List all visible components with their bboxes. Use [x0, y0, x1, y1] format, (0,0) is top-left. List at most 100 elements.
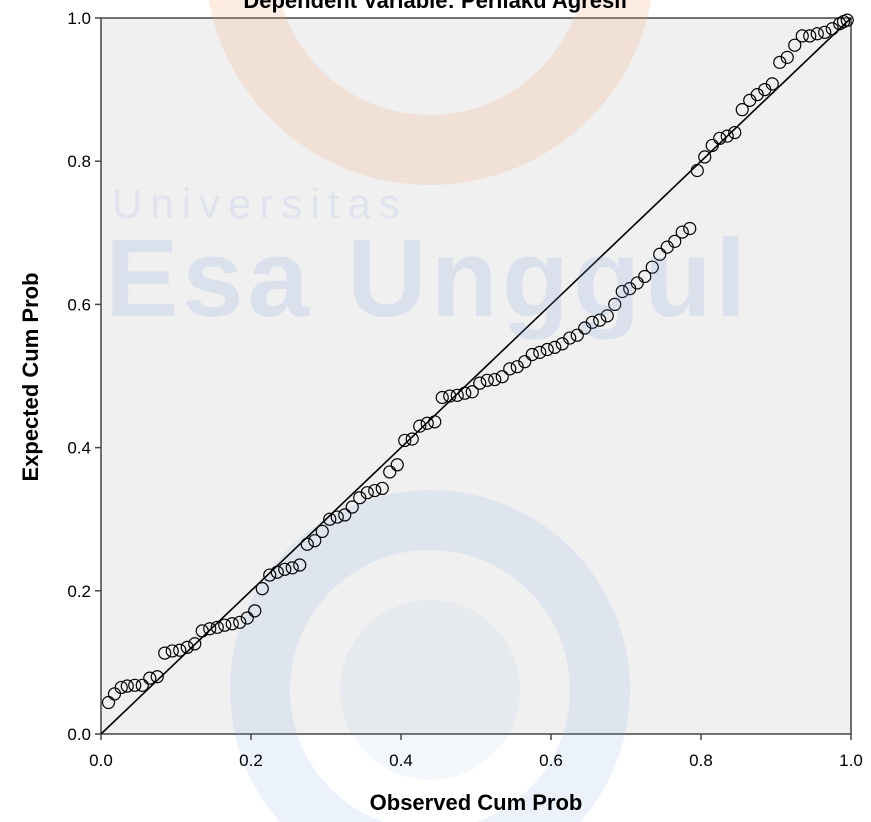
data-point [300, 537, 314, 551]
data-point [158, 646, 172, 660]
data-point [675, 225, 689, 239]
data-point [233, 615, 247, 629]
data-point [600, 309, 614, 323]
data-point [773, 55, 787, 69]
data-point [353, 491, 367, 505]
x-tick-label: 0.6 [539, 751, 563, 770]
data-point [615, 284, 629, 299]
data-point [278, 562, 292, 576]
data-point [795, 29, 809, 43]
x-tick-label: 0.8 [689, 751, 713, 770]
data-point [653, 247, 667, 261]
data-point [488, 372, 502, 387]
data-point [390, 458, 404, 472]
data-point [735, 103, 749, 117]
data-point [428, 415, 442, 429]
data-point [240, 611, 254, 625]
data-point [435, 390, 449, 405]
data-point [548, 340, 562, 354]
data-point [810, 27, 824, 41]
data-point [345, 500, 359, 514]
data-point [420, 416, 434, 430]
data-point [458, 386, 472, 400]
data-point [248, 604, 262, 618]
data-point [315, 524, 329, 538]
x-tick-label: 0.0 [89, 751, 113, 770]
data-point [413, 419, 427, 433]
data-point [833, 17, 847, 31]
data-point [180, 640, 194, 654]
data-point [533, 345, 547, 359]
watermark-text-top: Universitas [112, 180, 408, 227]
y-tick-label: 0.6 [67, 295, 91, 314]
x-tick-label: 1.0 [839, 751, 863, 770]
data-point [128, 678, 142, 692]
x-tick-label: 0.4 [389, 751, 413, 770]
data-point [683, 221, 697, 236]
data-point [713, 131, 727, 145]
data-point [368, 483, 382, 498]
data-point [165, 644, 179, 658]
data-point [698, 150, 712, 164]
data-point [285, 561, 299, 575]
data-point [525, 347, 539, 362]
watermark-graphic [208, 0, 652, 822]
data-point [218, 618, 232, 632]
data-point [173, 643, 187, 657]
data-point [818, 25, 832, 39]
data-point [570, 328, 584, 342]
data-point [638, 269, 652, 284]
data-point [375, 481, 389, 496]
data-point [495, 370, 509, 384]
data-point [593, 313, 607, 327]
y-axis-label: Expected Cum Prob [18, 272, 43, 482]
data-point [840, 13, 854, 27]
data-point [293, 558, 307, 572]
data-point [465, 385, 479, 399]
data-point [503, 362, 517, 376]
data-point [255, 582, 269, 596]
data-point [323, 512, 337, 526]
data-point [450, 388, 464, 402]
y-tick-label: 0.2 [67, 582, 91, 601]
data-point [360, 486, 374, 500]
data-point [203, 622, 217, 636]
y-tick-label: 0.0 [67, 725, 91, 744]
data-point [225, 617, 239, 631]
data-point [143, 671, 157, 685]
data-point [780, 50, 794, 64]
y-tick-label: 0.8 [67, 152, 91, 171]
data-point [195, 624, 209, 638]
data-point [405, 432, 419, 446]
data-point [765, 77, 779, 91]
y-tick-label: 1.0 [67, 9, 91, 28]
data-point [540, 342, 554, 357]
data-point [608, 297, 622, 311]
data-point [705, 138, 719, 153]
data-point [690, 163, 704, 178]
data-point [210, 620, 224, 634]
data-point [510, 360, 524, 374]
data-point [728, 125, 742, 140]
data-point [150, 670, 164, 684]
data-point [120, 679, 134, 693]
data-point [473, 376, 487, 390]
data-point [480, 373, 494, 387]
data-point [750, 88, 764, 102]
data-point [630, 276, 644, 290]
watermark-text-main: Esa Unggul [105, 217, 751, 340]
data-point [518, 355, 532, 369]
data-point [188, 637, 202, 651]
data-point [308, 534, 322, 548]
data-point [563, 331, 577, 345]
data-point [383, 465, 397, 479]
data-point [135, 678, 149, 692]
data-point [443, 389, 457, 403]
x-axis-label: Observed Cum Prob [369, 790, 583, 815]
data-point [398, 433, 412, 448]
data-point [788, 38, 802, 52]
data-point [114, 680, 128, 695]
data-point [338, 508, 352, 522]
data-point [263, 568, 277, 582]
